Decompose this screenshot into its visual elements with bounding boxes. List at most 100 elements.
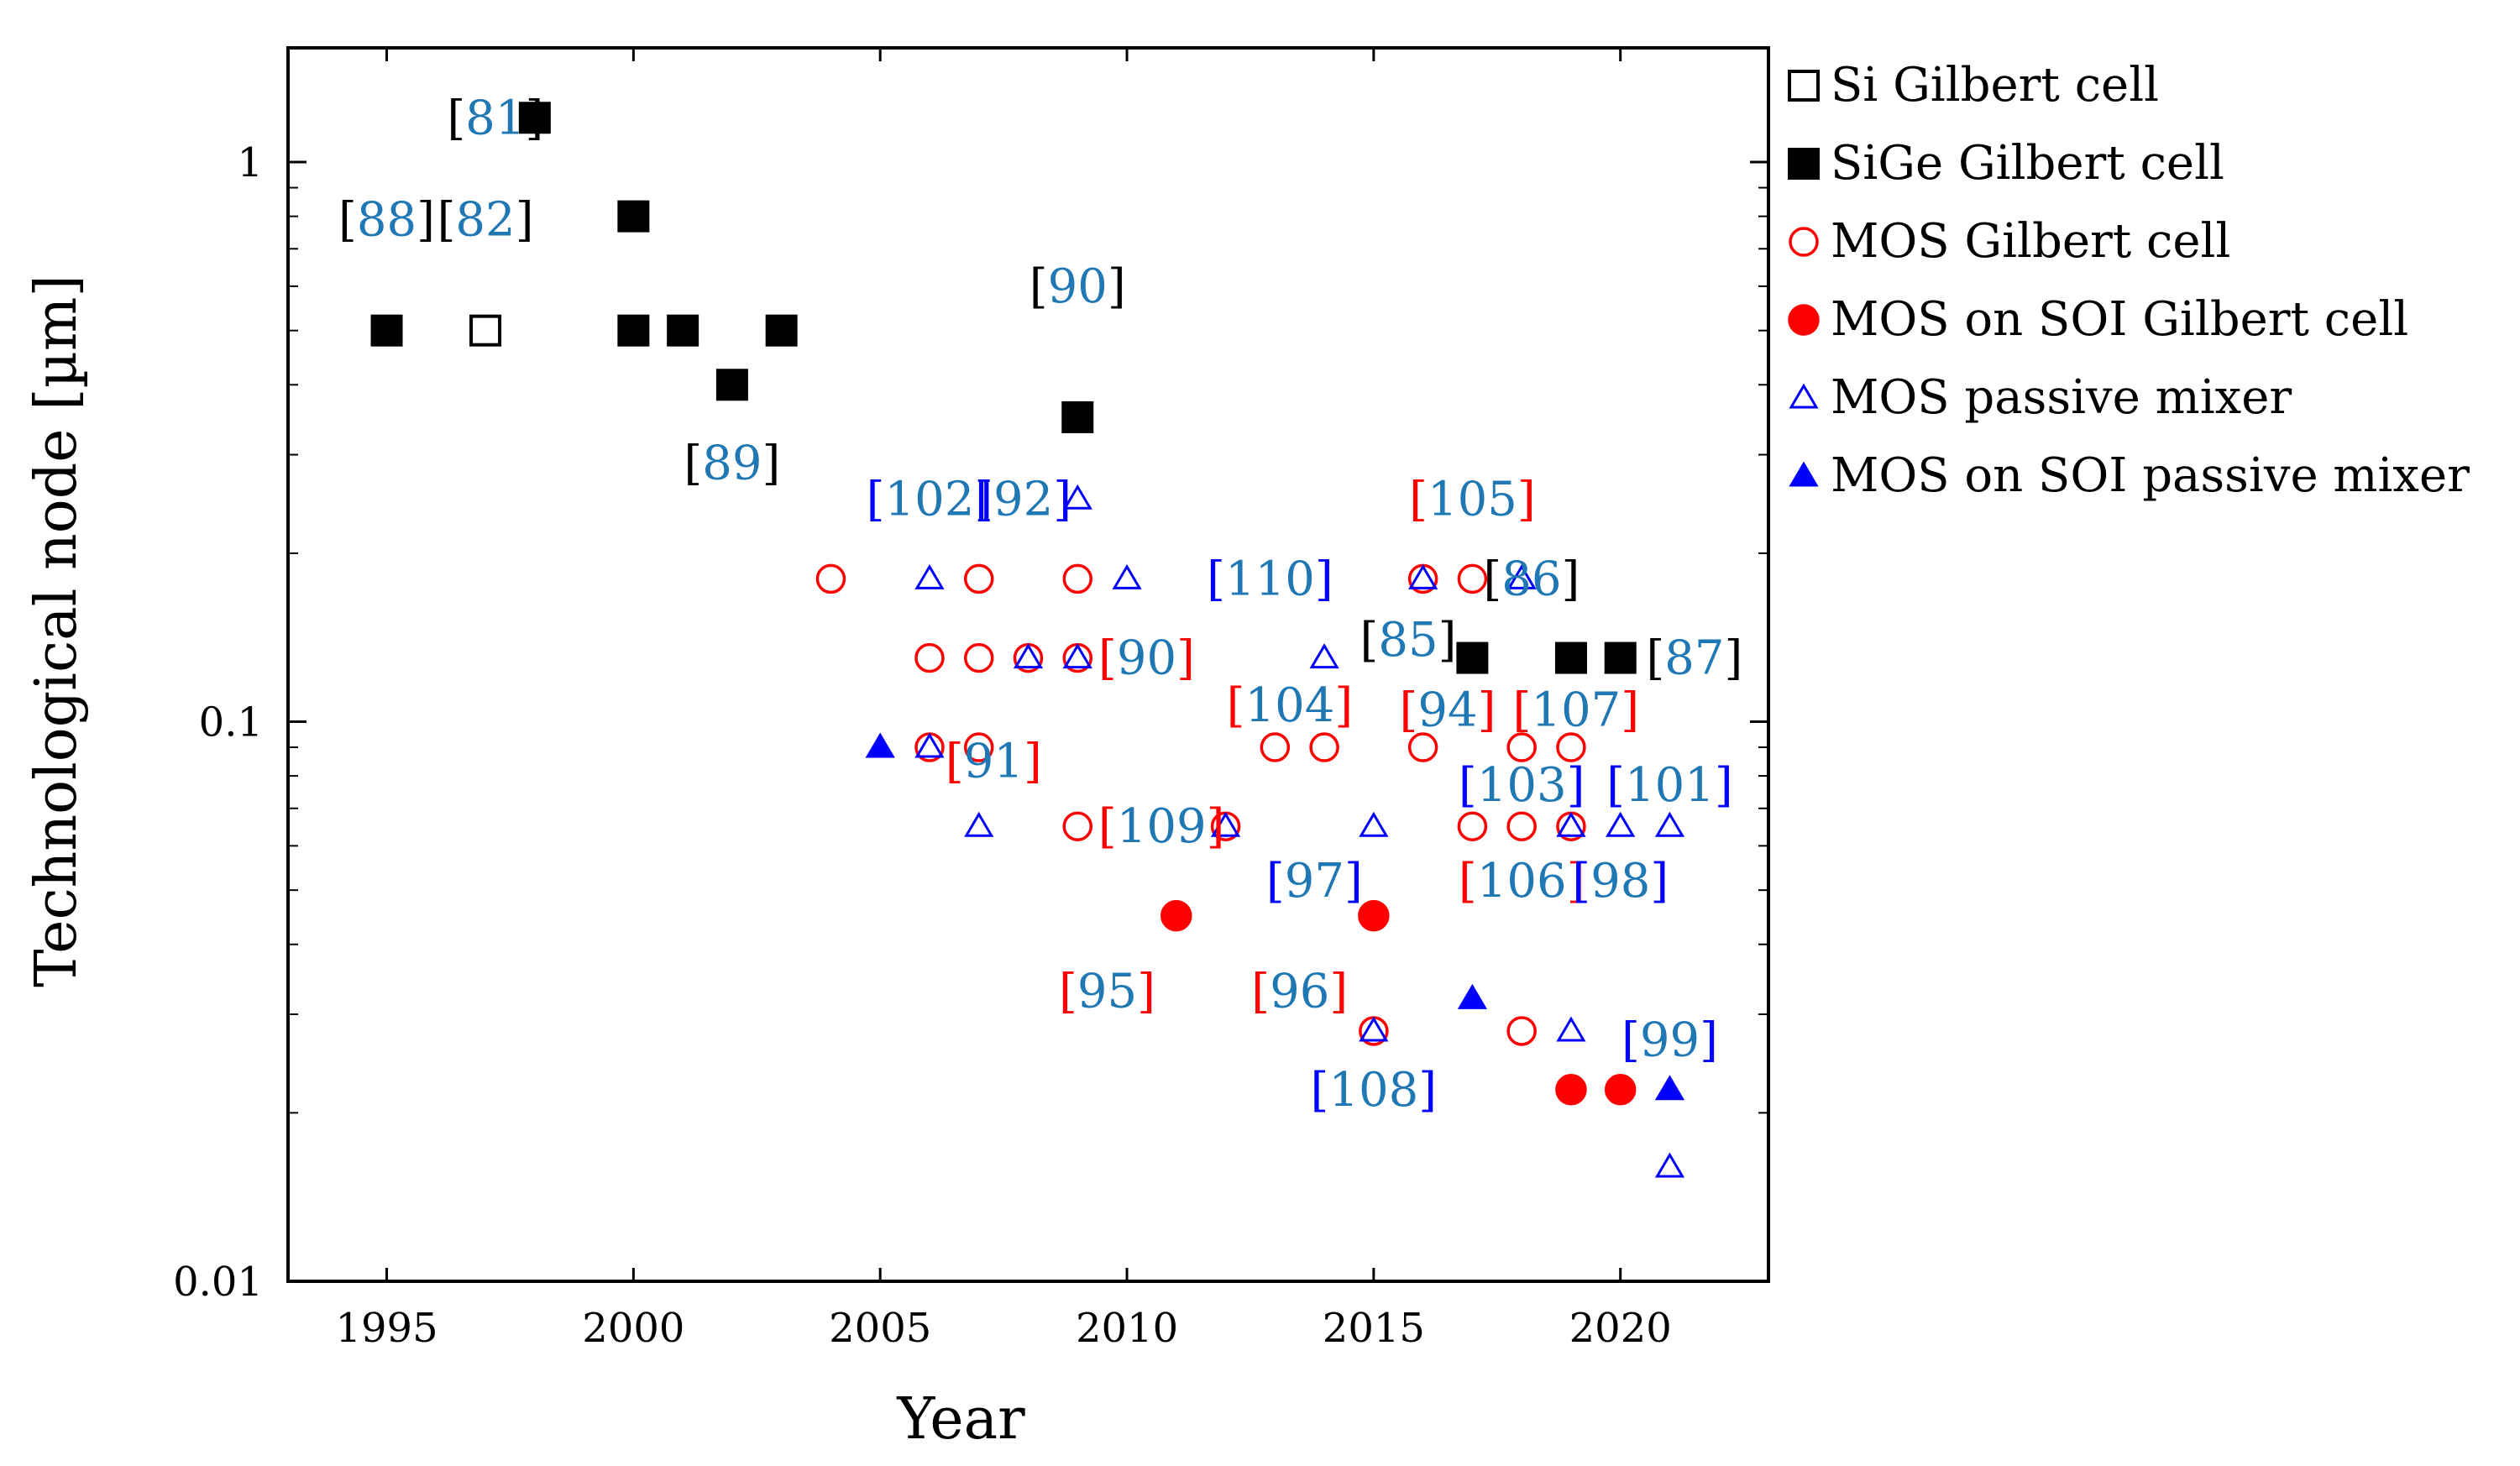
reference-label: [105] xyxy=(1409,472,1536,526)
x-tick-label: 2020 xyxy=(1569,1305,1672,1352)
data-point xyxy=(370,314,403,347)
data-point xyxy=(1604,1074,1637,1106)
legend-label: MOS passive mixer xyxy=(1831,370,2292,425)
data-point xyxy=(1260,732,1291,762)
legend-entry: MOS on SOI Gilbert cell xyxy=(1788,292,2408,347)
reference-label: [110] xyxy=(1207,552,1333,606)
data-point xyxy=(1359,811,1389,837)
legend: Si Gilbert cell SiGe Gilbert cell MOS Gilb… xyxy=(1788,58,2470,503)
reference-label: [82] xyxy=(437,192,534,247)
legend-label: MOS on SOI Gilbert cell xyxy=(1831,292,2408,347)
y-axis-label: Technological node [µm] xyxy=(24,275,90,987)
data-point xyxy=(914,732,945,758)
reference-label: [87] xyxy=(1646,631,1742,686)
legend-entry: Si Gilbert cell xyxy=(1788,58,2159,113)
legend-marker xyxy=(1789,383,1819,409)
legend-marker xyxy=(1789,227,1819,257)
reference-label: [91] xyxy=(946,735,1042,789)
x-tick-label: 2000 xyxy=(582,1305,684,1352)
data-point xyxy=(667,314,699,347)
reference-label: [86] xyxy=(1483,552,1580,606)
reference-label: [98] xyxy=(1572,854,1669,908)
reference-label: [103] xyxy=(1459,758,1585,813)
legend-entry: SiGe Gilbert cell xyxy=(1788,136,2224,191)
data-point xyxy=(1062,643,1092,669)
data-point xyxy=(617,314,650,347)
reference-label: [85] xyxy=(1360,613,1457,668)
data-marks xyxy=(370,102,1685,1178)
data-point xyxy=(1456,641,1489,674)
reference-label: [95] xyxy=(1059,964,1155,1018)
x-tick-label: 2010 xyxy=(1076,1305,1178,1352)
reference-label: [94] xyxy=(1400,683,1496,737)
legend-label: MOS Gilbert cell xyxy=(1831,214,2230,269)
data-point xyxy=(1556,811,1586,837)
data-point xyxy=(963,732,994,762)
data-point xyxy=(1358,899,1390,932)
tick-labels: 1995 2000 2005 2010 2015 2020 0.01 0.1 1 xyxy=(173,139,1672,1352)
y-tick-label: 1 xyxy=(237,139,263,186)
data-point xyxy=(1604,641,1637,674)
legend-label: SiGe Gilbert cell xyxy=(1831,136,2224,191)
legend-entry: MOS Gilbert cell xyxy=(1789,214,2230,269)
data-point xyxy=(1556,732,1586,762)
series-0 xyxy=(469,314,502,347)
reference-label: [101] xyxy=(1606,758,1733,813)
data-point xyxy=(1506,811,1537,841)
plot-frame xyxy=(286,46,1770,1283)
series-4 xyxy=(914,484,1685,1178)
data-point xyxy=(1506,732,1537,762)
data-point xyxy=(1408,563,1438,589)
series-3 xyxy=(1160,899,1637,1106)
data-point xyxy=(963,563,994,594)
reference-label: [106] xyxy=(1459,854,1585,908)
data-point xyxy=(1506,1016,1537,1046)
axis-ticks xyxy=(288,48,1768,1283)
reference-label: [99] xyxy=(1621,1013,1718,1068)
reference-label: [92] xyxy=(975,472,1071,526)
y-tick-label: 0.01 xyxy=(173,1259,263,1306)
reference-label: [109] xyxy=(1098,799,1225,854)
x-tick-label: 1995 xyxy=(335,1305,437,1352)
data-point xyxy=(617,200,650,233)
data-point xyxy=(914,642,945,673)
reference-label: [102] xyxy=(867,472,993,526)
data-point xyxy=(1457,811,1488,841)
y-tick-label: 0.1 xyxy=(199,699,263,746)
data-point xyxy=(1309,643,1339,669)
data-point xyxy=(1554,641,1587,674)
legend-marker xyxy=(1788,70,1820,102)
data-point xyxy=(518,102,551,134)
data-point xyxy=(1210,811,1241,837)
reference-annotations: [81][88] [82] [89] [90] [102][92] [90] [91] [10… xyxy=(338,91,1742,1118)
series-2 xyxy=(815,563,1586,1046)
reference-label: [107] xyxy=(1513,683,1640,737)
data-point xyxy=(963,642,994,673)
data-point xyxy=(1606,811,1636,837)
data-point xyxy=(1555,1074,1587,1106)
legend-label: Si Gilbert cell xyxy=(1831,58,2159,113)
reference-label: [89] xyxy=(684,436,780,490)
data-point xyxy=(1359,1016,1389,1042)
data-point xyxy=(1061,401,1094,433)
data-point xyxy=(1654,811,1685,837)
data-point xyxy=(1506,563,1537,589)
data-point xyxy=(914,563,945,589)
reference-label: [81] xyxy=(447,91,543,145)
reference-label: [104] xyxy=(1227,678,1354,733)
data-point xyxy=(1160,899,1192,932)
legend-label: MOS on SOI passive mixer xyxy=(1831,448,2470,503)
reference-label: [96] xyxy=(1251,964,1348,1018)
data-point xyxy=(964,811,994,837)
data-point xyxy=(1407,732,1438,762)
data-point xyxy=(1457,563,1488,594)
data-point xyxy=(1013,643,1044,669)
data-point xyxy=(1062,811,1093,841)
data-point xyxy=(815,563,846,594)
legend-entry: MOS passive mixer xyxy=(1789,370,2292,425)
data-point xyxy=(469,314,502,347)
data-point xyxy=(1112,563,1142,589)
data-point xyxy=(1556,1016,1586,1042)
